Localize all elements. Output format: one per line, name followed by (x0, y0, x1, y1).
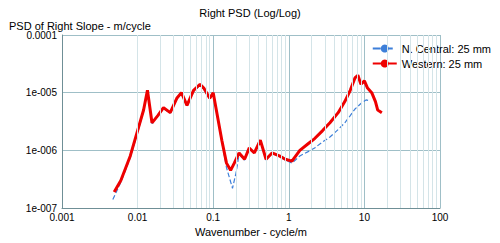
svg-text:1e-007: 1e-007 (25, 202, 57, 214)
svg-text:0.0001: 0.0001 (26, 29, 57, 41)
svg-text:1: 1 (286, 212, 292, 223)
svg-text:0.01: 0.01 (128, 212, 148, 223)
svg-text:10: 10 (359, 212, 371, 223)
svg-text:1e-006: 1e-006 (26, 145, 58, 156)
svg-text:Western: 25 mm: Western: 25 mm (402, 58, 483, 70)
svg-text:Right PSD (Log/Log): Right PSD (Log/Log) (199, 7, 301, 19)
svg-text:1e-005: 1e-005 (26, 87, 58, 98)
svg-text:PSD of Right Slope - m/cycle: PSD of Right Slope - m/cycle (9, 20, 151, 32)
svg-text:100: 100 (432, 212, 449, 223)
svg-text:0.1: 0.1 (206, 212, 220, 223)
svg-text:0.001: 0.001 (49, 212, 74, 223)
svg-text:N. Central: 25 mm: N. Central: 25 mm (402, 43, 491, 55)
svg-text:Wavenumber - cycle/m: Wavenumber - cycle/m (195, 226, 307, 238)
